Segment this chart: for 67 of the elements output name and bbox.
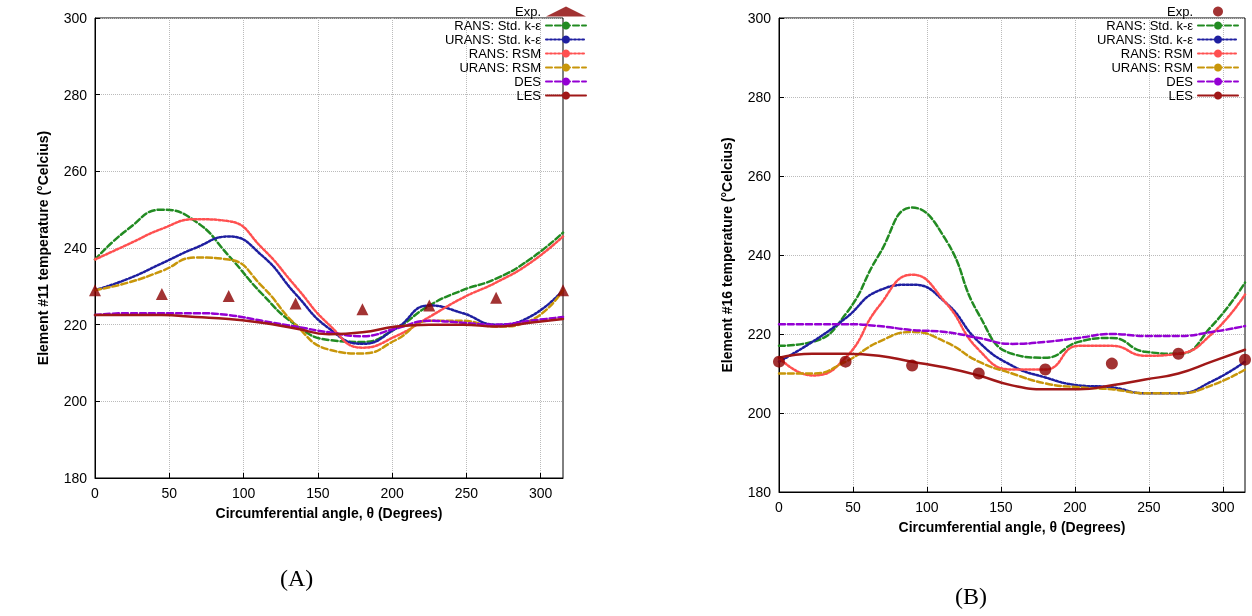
legend-label: URANS: RSM — [459, 60, 541, 75]
point — [1239, 353, 1251, 366]
y-tick-label: 260 — [63, 163, 88, 180]
y-tick-label: 260 — [747, 168, 772, 184]
x-tick-label: 250 — [1137, 499, 1161, 515]
y-tick-label: 300 — [63, 10, 88, 26]
x-tick-label: 150 — [989, 499, 1013, 515]
point — [1105, 357, 1118, 370]
legend-label: URANS: RSM — [1111, 60, 1193, 75]
legend-label: RANS: Std. k-ε — [454, 18, 542, 33]
x-tick-label: 0 — [775, 499, 784, 515]
point — [423, 299, 436, 312]
y-axis-title: Element #16 temperature (°Celcius) — [719, 137, 735, 373]
x-tick-label: 200 — [380, 485, 405, 501]
x-tick-label: 200 — [1063, 499, 1087, 515]
point — [89, 284, 101, 297]
point — [1039, 363, 1052, 376]
point — [289, 297, 302, 310]
x-tick-label: 100 — [231, 485, 256, 501]
legend-label: DES — [1166, 74, 1194, 89]
y-tick-label: 200 — [63, 393, 88, 410]
legend-label: LES — [516, 88, 542, 103]
y-tick-label: 180 — [63, 470, 88, 486]
text: (A) — [280, 565, 314, 592]
x-tick-label: 150 — [306, 485, 330, 501]
point — [1172, 347, 1185, 360]
legend-label: LES — [1168, 88, 1194, 103]
x-axis-title: Circumferential angle, θ (Degrees) — [215, 505, 443, 521]
legend-label: RANS: RSM — [468, 46, 541, 61]
legend-label: Exp. — [1166, 4, 1193, 19]
y-tick-label: 280 — [63, 86, 88, 103]
y-tick-label: 180 — [747, 484, 772, 500]
legend-label: Exp. — [514, 4, 541, 19]
y-tick-label: 200 — [747, 405, 772, 421]
legend-label: RANS: RSM — [1120, 46, 1193, 61]
y-tick-label: 300 — [747, 10, 772, 26]
x-tick-label: 300 — [1211, 499, 1235, 515]
y-tick-label: 240 — [63, 240, 88, 256]
x-axis-title: Circumferential angle, θ (Degrees) — [898, 519, 1126, 535]
legend-label: URANS: Std. k-ε — [1096, 32, 1194, 47]
line-series — [777, 322, 1247, 346]
y-tick-label: 220 — [63, 316, 88, 333]
line-series — [777, 330, 1247, 395]
x-tick-label: 100 — [915, 499, 939, 515]
point — [839, 355, 852, 368]
y-tick-label: 240 — [747, 247, 772, 263]
y-axis-title: Element #11 temperature (°Celcius) — [35, 130, 51, 366]
point — [222, 289, 235, 302]
x-tick-label: 250 — [454, 485, 479, 501]
point — [356, 303, 369, 316]
point — [155, 288, 168, 300]
y-tick-label: 280 — [747, 89, 772, 105]
legend-label: RANS: Std. k-ε — [1106, 18, 1194, 33]
line-series — [777, 206, 1247, 359]
x-tick-label: 50 — [845, 499, 861, 515]
legend-label: URANS: Std. k-ε — [444, 32, 542, 47]
text: (B) — [955, 583, 987, 610]
x-tick-label: 50 — [161, 485, 178, 501]
point — [557, 284, 569, 297]
point — [972, 367, 985, 380]
y-tick-label: 220 — [747, 326, 772, 342]
point — [906, 359, 919, 372]
x-tick-label: 0 — [91, 485, 100, 501]
legend-label: DES — [514, 74, 542, 89]
point — [490, 291, 503, 304]
point — [773, 355, 785, 368]
x-tick-label: 300 — [529, 485, 553, 501]
